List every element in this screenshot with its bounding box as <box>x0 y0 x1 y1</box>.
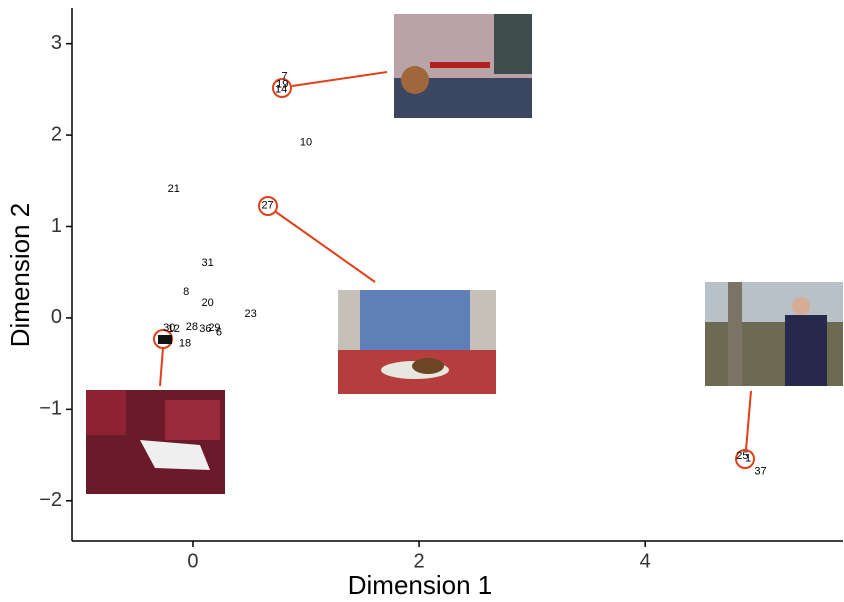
x-tick-label: 4 <box>640 550 651 572</box>
x-axis-title: Dimension 1 <box>348 570 493 600</box>
x-tick-label: 2 <box>414 550 425 572</box>
photo-bread <box>338 290 496 394</box>
connector <box>745 390 752 451</box>
point-label: 29 <box>208 322 220 334</box>
point-label: 20 <box>202 297 214 309</box>
point-label: 10 <box>300 136 312 148</box>
point-label: 12 <box>168 323 180 335</box>
label-cluster <box>158 335 172 344</box>
point-label: 27 <box>261 199 273 211</box>
y-tick-label: 1 <box>51 215 62 237</box>
point-label: 37 <box>754 465 766 477</box>
point-label: 18 <box>179 337 191 349</box>
point-label: 1 <box>745 453 751 465</box>
y-tick-label: −2 <box>39 489 62 511</box>
point-label: 23 <box>244 308 256 320</box>
y-axis-title: Dimension 2 <box>5 203 35 348</box>
point-label: 30 <box>163 322 175 334</box>
photo-scissors <box>86 390 225 494</box>
highlight-circle <box>735 449 755 469</box>
photo-hammer <box>394 14 532 118</box>
connector <box>275 211 376 283</box>
highlight-circle <box>272 78 292 98</box>
y-tick-label: −1 <box>39 398 62 420</box>
point-label: 31 <box>202 257 214 269</box>
y-tick-label: 2 <box>51 123 62 145</box>
connector <box>159 347 164 387</box>
point-label: 6 <box>216 326 222 338</box>
point-label: 28 <box>186 321 198 333</box>
point-label: 25 <box>736 450 748 462</box>
highlights <box>153 71 755 469</box>
point-label: 19 <box>276 79 288 91</box>
y-tick-label: 0 <box>51 306 62 328</box>
photos <box>86 14 843 494</box>
point-label: 7 <box>281 70 287 82</box>
point-label: 36 <box>199 323 211 335</box>
point-label: 8 <box>183 286 189 298</box>
point-label: 14 <box>275 83 287 95</box>
point-label: 21 <box>168 183 180 195</box>
photo-axe <box>705 282 843 386</box>
x-tick-label: 0 <box>187 550 198 572</box>
y-tick-label: 3 <box>51 32 62 54</box>
highlight-circle <box>258 196 278 216</box>
connector <box>291 71 388 87</box>
